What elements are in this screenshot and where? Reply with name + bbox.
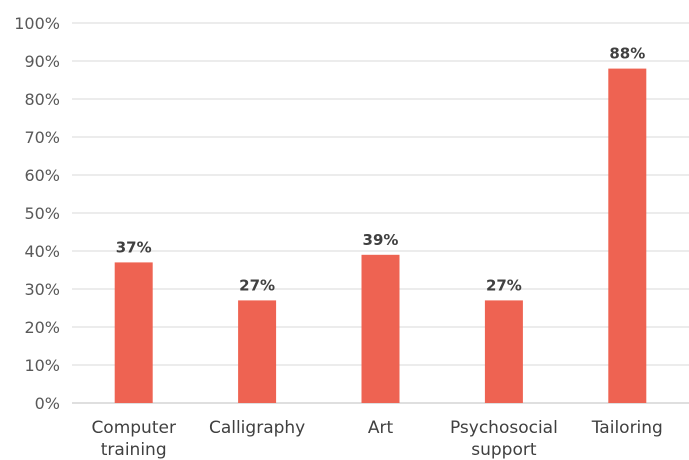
- bars: [114, 68, 647, 403]
- y-tick-label: 90%: [24, 52, 60, 71]
- y-axis-tick-labels: 0% 10% 20% 30% 40% 50% 60% 70% 80% 90% 100%: [14, 14, 60, 413]
- y-tick-label: 100%: [14, 14, 60, 33]
- x-tick-label: Computer training: [91, 418, 176, 460]
- data-label: 88%: [609, 45, 645, 63]
- bar: [238, 300, 277, 403]
- y-tick-label: 30%: [24, 280, 60, 299]
- x-tick-label-line: training: [101, 440, 167, 460]
- y-tick-label: 20%: [24, 318, 60, 337]
- x-tick-label-line: support: [471, 440, 537, 460]
- y-tick-label: 40%: [24, 242, 60, 261]
- x-axis-tick-labels: Computer training Calligraphy Art Psychosoci…: [91, 418, 662, 460]
- x-tick-label-line: Art: [368, 418, 394, 438]
- x-tick-label-line: Tailoring: [591, 418, 663, 438]
- data-label: 39%: [363, 231, 399, 249]
- data-label: 37%: [116, 238, 152, 256]
- x-tick-label: Art: [368, 418, 394, 438]
- y-tick-label: 10%: [24, 356, 60, 375]
- x-tick-label-line: Calligraphy: [209, 418, 305, 438]
- x-tick-label: Tailoring: [591, 418, 663, 438]
- x-tick-label: Calligraphy: [209, 418, 305, 438]
- data-labels: 37% 27% 39% 27% 88%: [116, 45, 646, 295]
- y-tick-label: 0%: [35, 394, 60, 413]
- x-tick-label-line: Psychosocial: [450, 418, 558, 438]
- bar: [608, 68, 647, 403]
- bar: [114, 262, 153, 403]
- x-tick-label: Psychosocial support: [450, 418, 558, 460]
- bar: [361, 254, 400, 403]
- data-label: 27%: [239, 276, 275, 294]
- y-tick-label: 60%: [24, 166, 60, 185]
- bar: [484, 300, 523, 403]
- y-tick-label: 70%: [24, 128, 60, 147]
- data-label: 27%: [486, 276, 522, 294]
- y-tick-label: 80%: [24, 90, 60, 109]
- y-tick-label: 50%: [24, 204, 60, 223]
- gridlines: [72, 22, 689, 404]
- x-tick-label-line: Computer: [91, 418, 176, 438]
